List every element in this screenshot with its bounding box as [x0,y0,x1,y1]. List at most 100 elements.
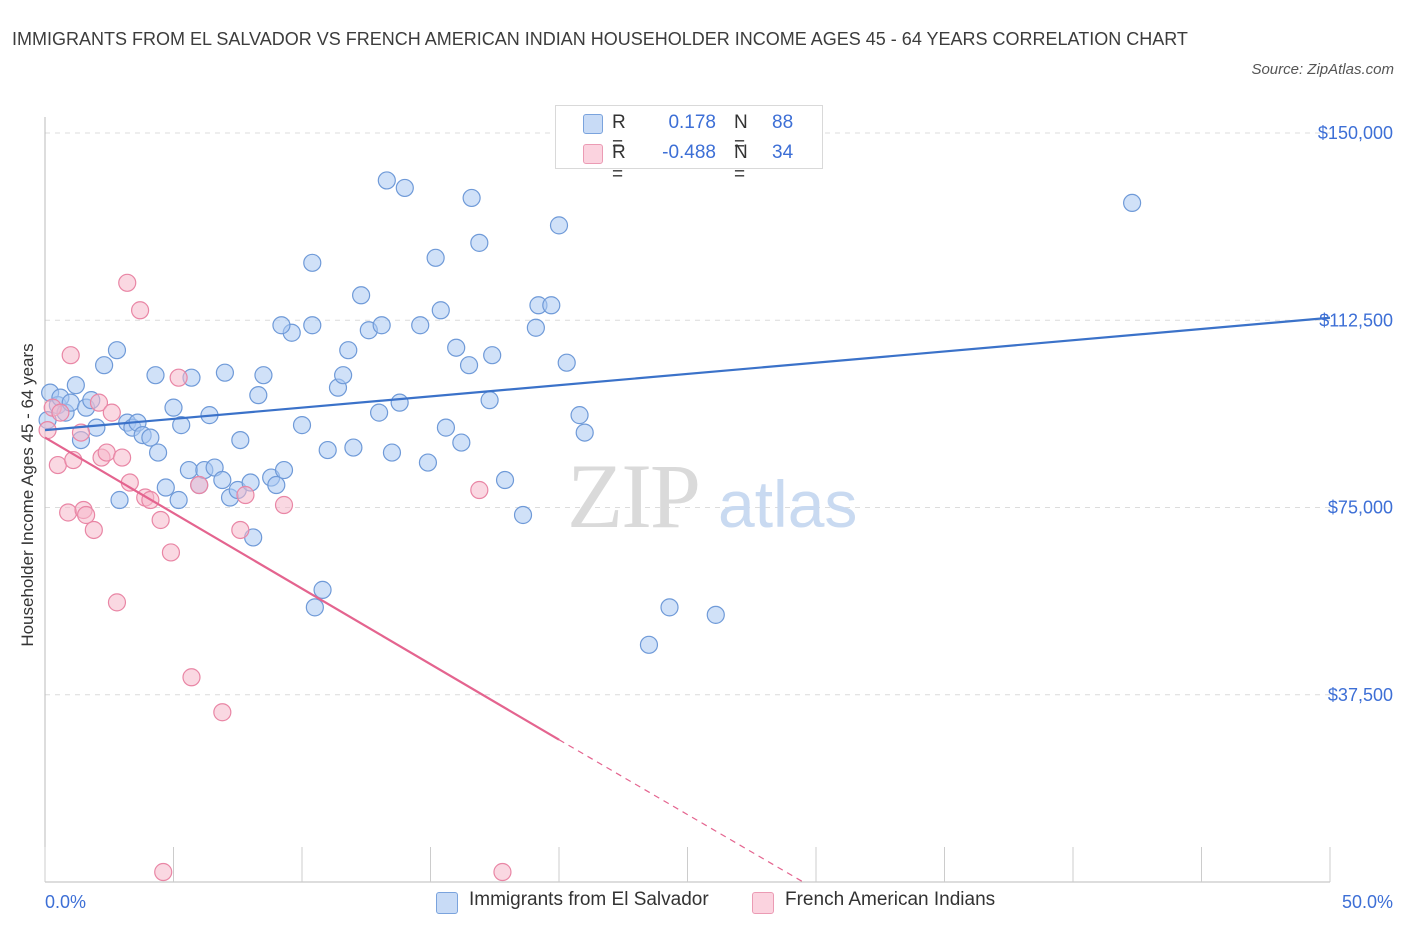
x-tick-label: 0.0% [45,892,86,912]
french-american-indian-point [51,403,70,422]
n-value: 34 [772,142,794,163]
french-american-indian-point [97,443,116,462]
el-salvador-point [305,598,324,617]
el-salvador-point [372,316,391,335]
french-american-indians-trend-extension [558,739,804,883]
y-tick-label: $112,500 [1319,310,1393,330]
french-american-indian-point [48,455,67,475]
el-salvador-point [1123,193,1142,213]
n-label: N = [734,112,748,155]
y-tick-label: $150,000 [1318,123,1393,143]
el-salvador-point [334,366,353,385]
el-salvador-point [436,418,456,437]
el-salvador-point [557,353,576,372]
el-salvador-point [249,386,268,405]
el-salvador-point [390,393,409,412]
legend-swatch-french-american-indians [752,892,774,914]
n-value: 88 [772,112,794,133]
el-salvador-point [660,598,679,617]
axes [44,117,1331,883]
r-label: R = [612,142,626,185]
el-salvador-point [272,316,291,335]
french-american-indian-point [107,593,127,612]
french-american-indian-point [182,668,201,687]
r-value: -0.488 [662,142,716,163]
source-label: Source: ZipAtlas.com [1251,61,1394,78]
french-american-indian-point [470,480,489,500]
watermark-zip: ZIP [567,445,699,547]
el-salvador-point [95,356,114,375]
el-salvador-point [148,443,168,462]
french-american-indian-point [89,393,109,412]
el-salvador-point [303,253,322,272]
el-salvador-point [352,286,371,305]
tick-labels: $37,500 $75,000 $112,500 $150,000 0.0% 50.0% [45,123,1393,912]
el-salvador-point [483,346,502,365]
chart-title: IMMIGRANTS FROM EL SALVADOR VS FRENCH AM… [12,29,1188,49]
el-salvador-point [526,318,545,337]
el-salvador-point [370,403,389,422]
el-salvador-point [213,470,232,490]
n-label: N = [734,142,748,185]
french-american-indians-trend-line [44,436,560,741]
el-salvador-point [459,356,479,375]
gridlines [45,132,1330,696]
french-american-indian-point [190,475,209,495]
legend-swatch-el-salvador [436,892,458,914]
el-salvador-swatch [583,114,603,134]
r-value: 0.178 [668,112,716,133]
el-salvador-point [418,453,438,472]
el-salvador-trend-line [44,316,1331,432]
el-salvador-point [66,376,85,395]
trend-lines [44,316,1331,883]
el-salvador-point [480,391,499,410]
el-salvador-point [344,438,363,457]
el-salvador-point [431,301,450,320]
el-salvador-point [570,406,589,425]
el-salvador-point [339,341,358,360]
el-salvador-point [513,505,533,525]
watermark: ZIP atlas [567,445,857,547]
el-salvador-point [179,460,199,480]
french-american-indian-point [161,543,181,562]
el-salvador-point [452,433,471,452]
french-american-indian-point [77,505,96,525]
french-american-indian-point [236,485,255,505]
french-american-indian-point [169,368,188,387]
el-salvador-point [542,296,561,315]
el-salvador-point [164,398,183,417]
el-salvador-point [639,635,659,654]
legend-label: French American Indians [785,889,996,910]
el-salvador-point [107,341,127,360]
french-american-indian-point [493,862,512,882]
y-tick-label: $75,000 [1328,498,1393,518]
x-tick-label: 50.0% [1342,892,1393,912]
el-salvador-point [447,338,466,357]
french-american-indian-point [84,520,103,540]
el-salvador-point [292,416,312,435]
el-salvador-point [169,490,188,510]
french-american-indian-point [59,503,78,522]
french-american-indian-point [213,703,232,722]
french-american-indian-point [154,862,173,882]
french-american-indian-point [118,273,137,292]
stats-box: R = 0.178 N = 88 R = -0.488 N = 34 [555,105,823,185]
el-salvador-point [313,580,332,599]
el-salvador-point [215,363,234,382]
el-salvador-point [470,233,489,252]
el-salvador-point [382,443,402,462]
legend-label: Immigrants from El Salvador [469,889,709,910]
el-salvador-point [231,430,250,450]
french-american-indian-point [151,510,170,530]
el-salvador-point [303,316,322,335]
french-american-indian-point [61,346,80,365]
el-salvador-point [156,478,175,497]
el-salvador-point [395,178,414,198]
el-salvador-point [318,440,337,460]
el-salvador-point [110,490,129,510]
el-salvador-point [462,188,481,208]
french-american-indian-point [231,520,250,540]
french-american-indians-swatch [583,144,603,164]
french-american-indian-point [112,448,132,467]
